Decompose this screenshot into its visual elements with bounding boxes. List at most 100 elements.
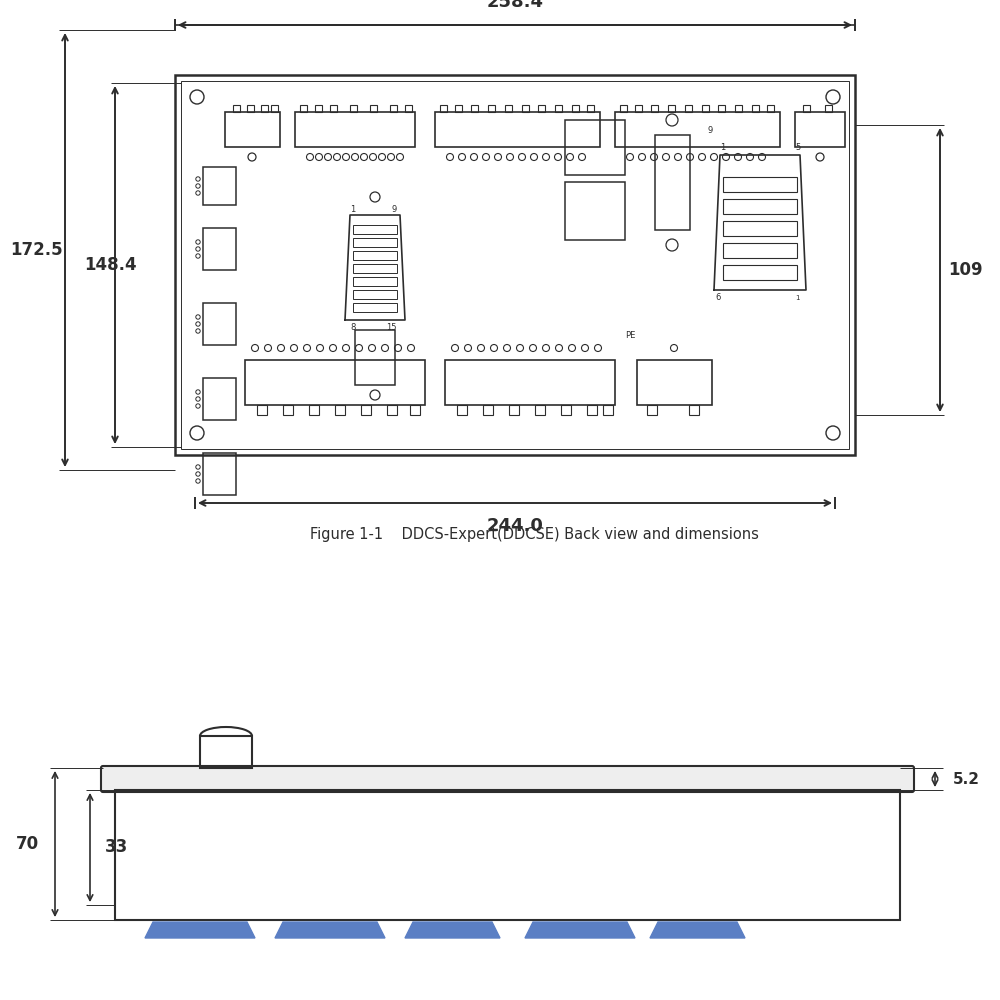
Bar — [723, 177, 797, 192]
Text: 5.2: 5.2 — [953, 772, 980, 786]
Text: 244.0: 244.0 — [487, 517, 543, 535]
Bar — [203, 378, 236, 420]
Text: 15: 15 — [386, 323, 397, 332]
Bar — [175, 75, 855, 455]
Bar — [718, 105, 725, 112]
Bar — [735, 105, 742, 112]
Bar — [471, 105, 478, 112]
Bar — [257, 405, 267, 415]
Bar — [361, 405, 371, 415]
Bar — [200, 736, 252, 768]
Bar — [387, 405, 397, 415]
Polygon shape — [525, 922, 635, 938]
Bar — [825, 105, 832, 112]
FancyBboxPatch shape — [101, 766, 914, 792]
Text: 172.5: 172.5 — [11, 241, 63, 259]
Bar — [620, 105, 627, 112]
Bar — [587, 105, 594, 112]
Bar — [505, 105, 512, 112]
Text: 70: 70 — [15, 835, 39, 853]
Bar — [655, 135, 690, 230]
Bar — [723, 221, 797, 236]
Bar — [271, 105, 278, 112]
Bar — [637, 360, 712, 405]
Bar — [455, 105, 462, 112]
Text: 148.4: 148.4 — [84, 256, 136, 274]
Text: PE: PE — [625, 331, 635, 340]
Bar — [565, 120, 625, 175]
Bar — [247, 105, 254, 112]
Text: 9: 9 — [392, 205, 397, 214]
Bar — [353, 225, 397, 234]
Bar — [509, 405, 519, 415]
Bar — [435, 112, 600, 147]
Bar — [283, 405, 293, 415]
Bar — [353, 303, 397, 312]
Text: 5: 5 — [795, 143, 800, 152]
Bar — [445, 360, 615, 405]
Bar — [603, 405, 613, 415]
Bar — [203, 453, 236, 495]
Bar — [803, 105, 810, 112]
Bar — [587, 405, 597, 415]
Bar — [565, 182, 625, 240]
Bar — [635, 105, 642, 112]
Bar — [522, 105, 529, 112]
Bar — [353, 251, 397, 260]
Text: 33: 33 — [105, 838, 128, 856]
Bar — [410, 405, 420, 415]
Bar — [181, 81, 849, 449]
Bar — [295, 112, 415, 147]
Text: 1: 1 — [795, 295, 800, 301]
Bar — [315, 105, 322, 112]
Bar — [335, 405, 345, 415]
Bar — [405, 105, 412, 112]
Polygon shape — [650, 922, 745, 938]
Bar — [723, 243, 797, 258]
Text: 1: 1 — [350, 205, 355, 214]
Bar — [535, 405, 545, 415]
Bar — [390, 105, 397, 112]
Text: 258.4: 258.4 — [486, 0, 544, 11]
Bar — [353, 290, 397, 299]
Bar — [440, 105, 447, 112]
Bar — [647, 405, 657, 415]
Bar — [538, 105, 545, 112]
Bar — [702, 105, 709, 112]
Polygon shape — [275, 922, 385, 938]
Bar — [355, 330, 395, 385]
Bar — [767, 105, 774, 112]
Bar — [353, 238, 397, 247]
Bar — [555, 105, 562, 112]
Bar — [723, 199, 797, 214]
Bar — [330, 105, 337, 112]
Bar — [353, 264, 397, 273]
Bar — [225, 112, 280, 147]
Bar — [115, 790, 900, 920]
Text: 9: 9 — [708, 126, 713, 135]
Bar — [668, 105, 675, 112]
Bar — [353, 277, 397, 286]
Bar — [309, 405, 319, 415]
Bar — [203, 303, 236, 345]
Bar — [689, 405, 699, 415]
Polygon shape — [145, 922, 255, 938]
Bar — [300, 105, 307, 112]
Polygon shape — [405, 922, 500, 938]
Bar — [723, 265, 797, 280]
Text: 8: 8 — [350, 323, 355, 332]
Bar — [752, 105, 759, 112]
Bar — [561, 405, 571, 415]
Bar — [795, 112, 845, 147]
Bar — [685, 105, 692, 112]
Bar — [245, 360, 425, 405]
Bar — [261, 105, 268, 112]
Text: 109: 109 — [948, 261, 982, 279]
Bar — [483, 405, 493, 415]
Bar — [651, 105, 658, 112]
Bar — [350, 105, 357, 112]
Bar — [488, 105, 495, 112]
Bar — [457, 405, 467, 415]
Text: Figure 1-1    DDCS-Expert(DDCSE) Back view and dimensions: Figure 1-1 DDCS-Expert(DDCSE) Back view … — [310, 528, 759, 542]
Bar — [233, 105, 240, 112]
